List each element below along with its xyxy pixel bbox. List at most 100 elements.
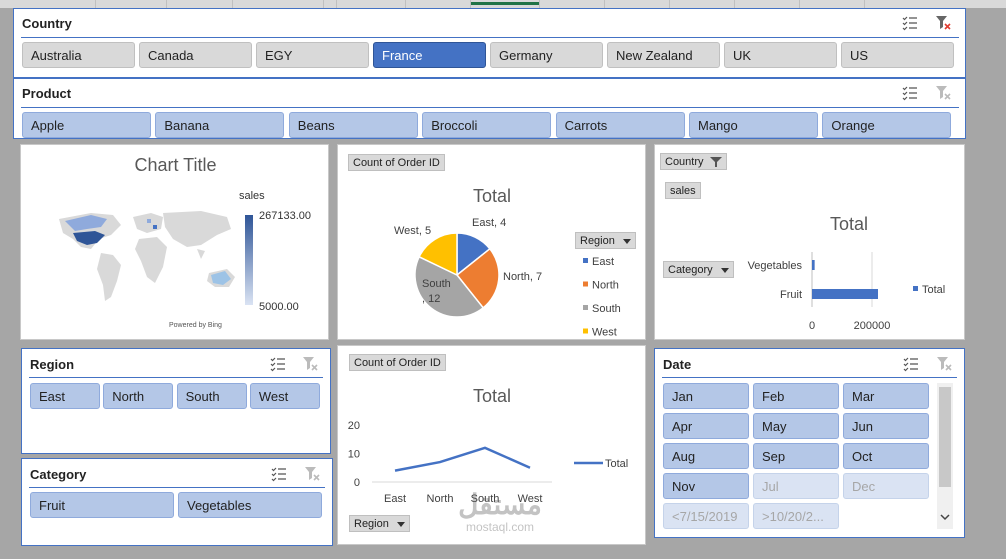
country-button-australia[interactable]: Australia (22, 42, 135, 68)
multi-select-icon[interactable] (902, 85, 918, 101)
bar-fruit (812, 289, 878, 299)
pie-legend-marker-south (583, 305, 588, 310)
clear-filter-icon[interactable] (304, 466, 320, 482)
watermark: مستقل mostaql.com (430, 490, 570, 535)
world-map (59, 211, 235, 301)
line-y-tick-1: 10 (348, 449, 360, 461)
date-button-nov[interactable]: Nov (663, 473, 749, 499)
clear-filter-icon[interactable] (936, 356, 952, 372)
clear-filter-icon[interactable] (302, 356, 318, 372)
date-button-oct[interactable]: Oct (843, 443, 929, 469)
country-button-germany[interactable]: Germany (490, 42, 603, 68)
date-slicer-scrollbar[interactable] (937, 383, 953, 529)
clear-filter-icon[interactable] (935, 85, 951, 101)
map-legend-max: 267133.00 (259, 210, 311, 222)
line-x-label-north: North (427, 493, 454, 505)
product-button-carrots[interactable]: Carrots (555, 112, 685, 138)
region-button-east[interactable]: East (30, 383, 100, 409)
map-chart-panel[interactable]: Chart Title sales 267133.00 5000.00 Powe… (20, 144, 329, 340)
region-field-label: Region (580, 235, 615, 247)
scroll-thumb[interactable] (939, 387, 951, 487)
product-button-beans[interactable]: Beans (288, 112, 418, 138)
line-chart-panel[interactable]: Count of Order ID Region Total 0 10 20 East N… (337, 345, 646, 545)
line-y-tick-0: 0 (354, 477, 360, 489)
clear-filter-icon[interactable] (935, 15, 951, 31)
product-button-banana[interactable]: Banana (155, 112, 285, 138)
watermark-english: mostaql.com (465, 520, 535, 534)
date-button-dec[interactable]: Dec (843, 473, 929, 499)
pie-chart-title: Total (473, 186, 511, 206)
country-button-egy[interactable]: EGY (256, 42, 369, 68)
country-button-uk[interactable]: UK (724, 42, 837, 68)
country-button-us[interactable]: US (841, 42, 954, 68)
region-slicer-title: Region (30, 357, 75, 372)
bar-chart-panel[interactable]: Country sales Category Total Vegetables Fr… (654, 144, 965, 340)
line-x-label-south: South (471, 493, 500, 505)
line-series-total (394, 446, 531, 472)
country-button-france[interactable]: France (373, 42, 486, 68)
product-button-mango[interactable]: Mango (689, 112, 818, 138)
pie-data-label-north: North, 7 (503, 271, 542, 283)
region-button-north[interactable]: North (103, 383, 174, 409)
region-button-south[interactable]: South (176, 383, 247, 409)
date-slicer-title: Date (663, 357, 692, 372)
date-button-10-20-2[interactable]: >10/20/2... (753, 503, 839, 529)
date-button-jan[interactable]: Jan (663, 383, 749, 409)
category-button-vegetables[interactable]: Vegetables (178, 492, 322, 518)
pie-data-label-south: South (422, 278, 451, 290)
pie-legend-label-west: West (592, 327, 617, 339)
bar-x-tick-1: 200000 (854, 320, 891, 332)
pie-slice-north (455, 247, 500, 309)
multi-select-icon[interactable] (903, 356, 919, 372)
region-button-west[interactable]: West (249, 383, 320, 409)
date-button-sep[interactable]: Sep (753, 443, 839, 469)
date-button-apr[interactable]: Apr (663, 413, 749, 439)
date-button-feb[interactable]: Feb (753, 383, 839, 409)
map-legend-min: 5000.00 (259, 301, 299, 313)
country-slicer-title: Country (22, 16, 72, 31)
line-chart-svg: Total 0 10 20 East North South West Total (348, 386, 629, 505)
category-field-button[interactable]: Category (663, 261, 734, 278)
bar-legend-marker (913, 286, 918, 291)
date-button-may[interactable]: May (753, 413, 839, 439)
count-order-id-button[interactable]: Count of Order ID (349, 354, 446, 371)
pie-slice-south (414, 255, 485, 318)
scroll-down-icon[interactable] (940, 514, 950, 522)
category-button-fruit[interactable]: Fruit (30, 492, 174, 518)
bar-category-label-vegetables: Vegetables (748, 260, 803, 272)
country-button-canada[interactable]: Canada (139, 42, 252, 68)
pie-legend-marker-west (583, 328, 588, 334)
date-button-jun[interactable]: Jun (843, 413, 929, 439)
date-button-mar[interactable]: Mar (843, 383, 929, 409)
bar-chart-title: Total (830, 214, 868, 234)
category-field-label: Category (668, 264, 713, 276)
country-button-new-zealand[interactable]: New Zealand (607, 42, 720, 68)
line-y-tick-2: 20 (348, 420, 360, 432)
region-slicer: Region East North South West (21, 348, 331, 454)
product-button-apple[interactable]: Apple (22, 112, 151, 138)
multi-select-icon[interactable] (902, 15, 918, 31)
date-button-7-15-2019[interactable]: <7/15/2019 (663, 503, 749, 529)
date-button-aug[interactable]: Aug (663, 443, 749, 469)
map-legend-title: sales (239, 190, 265, 202)
region-field-button[interactable]: Region (575, 232, 636, 249)
multi-select-icon[interactable] (271, 466, 287, 482)
country-slicer: Country Australia Canada EGY France Germany N… (13, 8, 966, 78)
product-button-broccoli[interactable]: Broccoli (422, 112, 552, 138)
pie-slice-west (418, 232, 458, 277)
multi-select-icon[interactable] (270, 356, 286, 372)
bar-chart-svg: Total Vegetables Fruit 0 200000 Total (748, 214, 946, 332)
pie-chart-panel[interactable]: Count of Order ID Total East, 4 North, 7 So… (337, 144, 646, 340)
pie-chart-svg: Total East, 4 North, 7 South , 12 West, 5 East… (394, 186, 621, 339)
sales-value-button[interactable]: sales (665, 182, 701, 199)
count-order-id-button[interactable]: Count of Order ID (348, 154, 445, 171)
region-axis-button[interactable]: Region (349, 515, 410, 532)
pie-data-label-west: West, 5 (394, 225, 431, 237)
region-axis-label: Region (354, 518, 389, 530)
pie-legend-marker-east (583, 258, 588, 263)
date-button-jul[interactable]: Jul (753, 473, 839, 499)
product-slicer-title: Product (22, 86, 72, 101)
pie-legend-marker-north (583, 281, 588, 287)
product-button-orange[interactable]: Orange (822, 112, 952, 138)
country-field-button[interactable]: Country (660, 153, 727, 170)
